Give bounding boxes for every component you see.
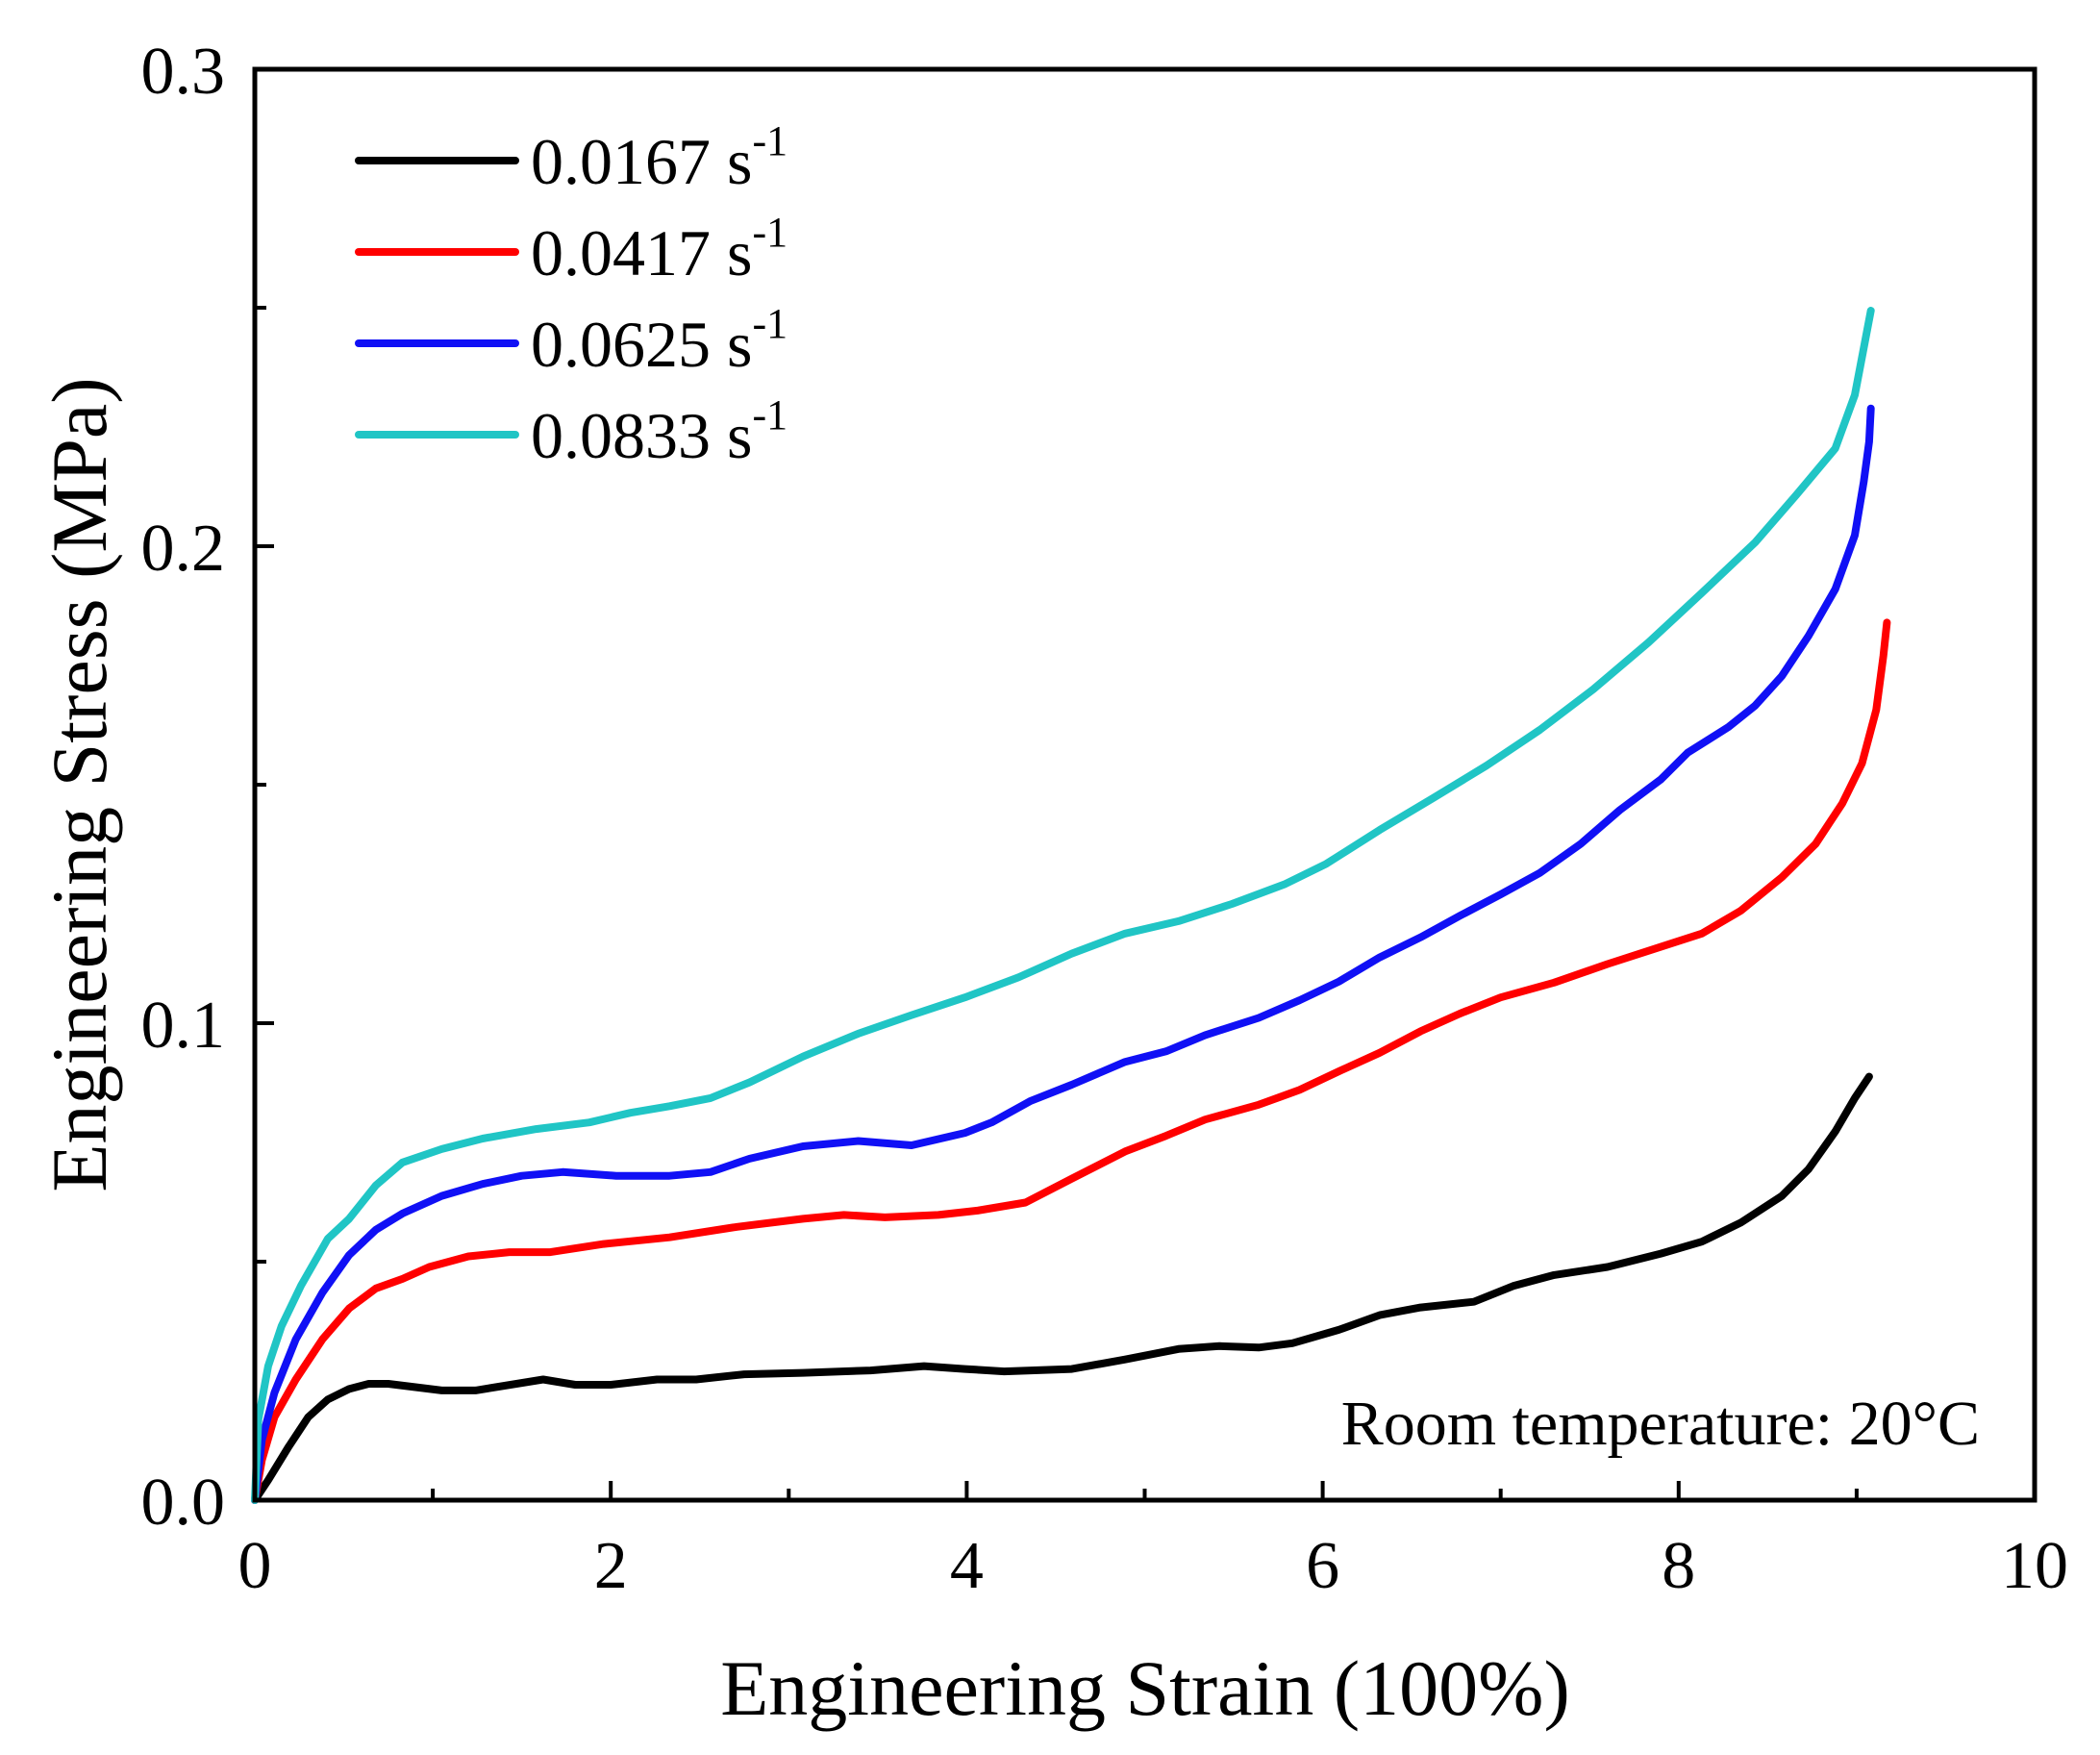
legend-item: 0.0417 s-1: [355, 209, 788, 289]
x-tick-label: 2: [594, 1529, 628, 1603]
legend-label-exponent: -1: [752, 391, 788, 439]
x-axis-title: Engineering Strain (100%): [720, 1644, 1570, 1732]
temperature-annotation: Room temperature: 20°C: [1341, 1389, 1980, 1459]
x-tick-label: 8: [1662, 1529, 1695, 1603]
x-tick-label: 10: [2001, 1529, 2068, 1603]
series-line-4: [251, 307, 1875, 1504]
legend-label-text: 0.0417 s: [531, 216, 752, 289]
legend: 0.0167 s-10.0417 s-10.0625 s-10.0833 s-1: [355, 117, 788, 472]
plot-frame: [252, 66, 2038, 1503]
legend-label: 0.0167 s-1: [531, 117, 788, 198]
legend-label-exponent: -1: [752, 117, 788, 164]
legend-item: 0.0625 s-1: [355, 300, 788, 381]
legend-label-text: 0.0625 s: [531, 308, 752, 381]
legend-item: 0.0833 s-1: [355, 391, 788, 472]
legend-label: 0.0833 s-1: [531, 391, 788, 472]
legend-label-exponent: -1: [752, 209, 788, 256]
axis-ticks: [253, 67, 2037, 1502]
legend-label-text: 0.0833 s: [531, 399, 752, 472]
y-tick-label: 0.1: [141, 989, 226, 1063]
legend-label: 0.0417 s-1: [531, 209, 788, 289]
axis-tick-labels: 0 2 4 6 8 10 0.0 0.1 0.2 0.3: [141, 35, 2069, 1603]
series-lines: [251, 307, 1891, 1504]
y-axis-title: Engineering Stress (MPa): [36, 377, 123, 1191]
x-tick-label: 6: [1306, 1529, 1339, 1603]
x-tick-label: 4: [950, 1529, 984, 1603]
legend-label-text: 0.0167 s: [531, 125, 752, 198]
series-line-2: [251, 618, 1891, 1504]
y-tick-label: 0.0: [141, 1466, 226, 1540]
legend-item: 0.0167 s-1: [355, 117, 788, 198]
series-line-1: [251, 1072, 1873, 1504]
y-tick-label: 0.3: [141, 35, 226, 109]
y-tick-label: 0.2: [141, 512, 226, 586]
legend-label: 0.0625 s-1: [531, 300, 788, 381]
legend-label-exponent: -1: [752, 300, 788, 347]
series-line-3: [251, 404, 1875, 1504]
x-tick-label: 0: [238, 1529, 272, 1603]
